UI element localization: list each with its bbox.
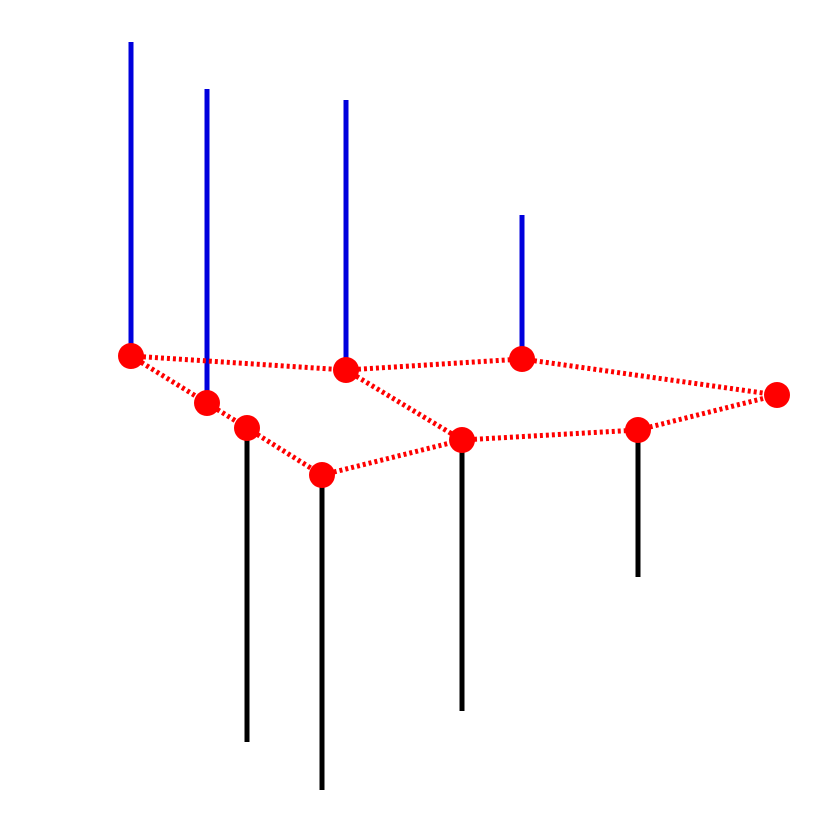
edge: [461, 427, 639, 443]
node: [625, 417, 651, 443]
stems-up: [128, 42, 525, 403]
edges: [129, 353, 778, 478]
nodes: [118, 343, 790, 488]
node: [194, 390, 220, 416]
edge: [130, 353, 347, 373]
edge: [521, 356, 778, 398]
node: [333, 357, 359, 383]
edge: [245, 425, 324, 478]
node: [449, 427, 475, 453]
edge: [321, 437, 463, 478]
node: [234, 415, 260, 441]
node: [309, 462, 335, 488]
node: [509, 346, 535, 372]
node: [764, 382, 790, 408]
edge: [345, 356, 523, 373]
edge: [129, 353, 209, 406]
stems-down: [244, 428, 641, 790]
edge: [637, 392, 778, 433]
node: [118, 343, 144, 369]
edge: [344, 367, 464, 443]
